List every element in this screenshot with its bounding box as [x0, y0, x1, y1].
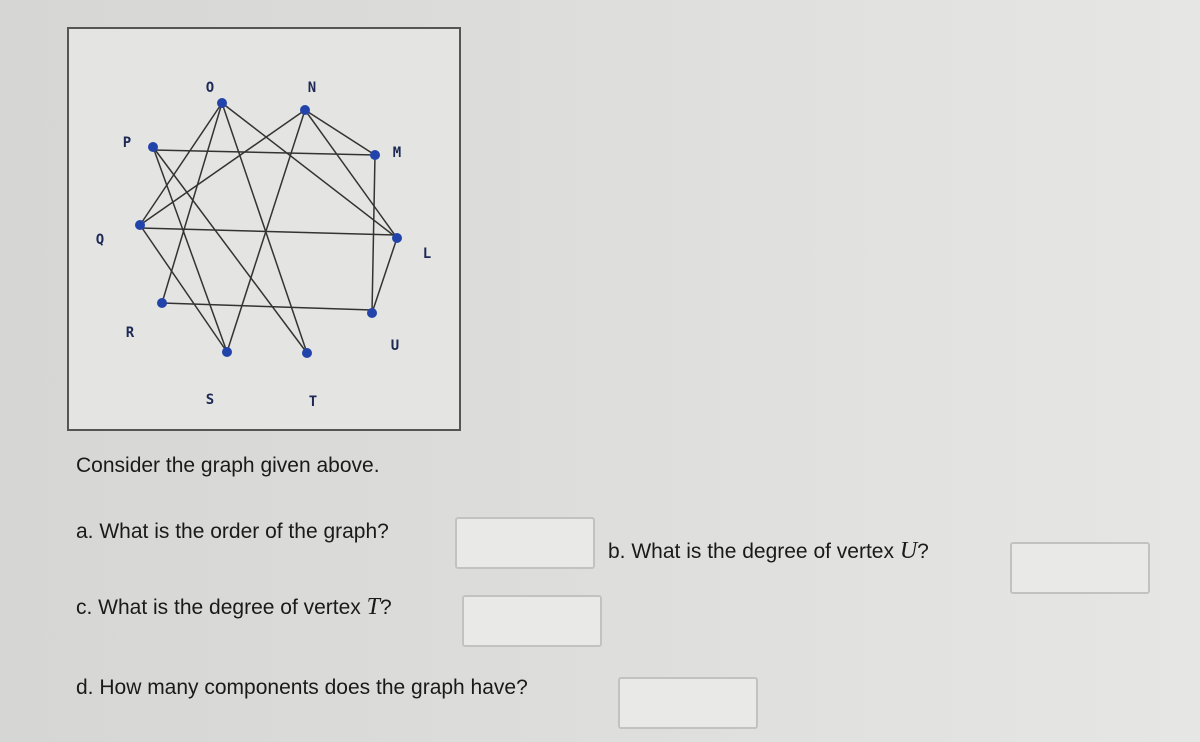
vertex-label: N — [308, 80, 316, 96]
vertex-label: P — [123, 135, 131, 151]
answer-input[interactable] — [455, 517, 595, 569]
vertex-label: M — [393, 145, 401, 161]
answer-input[interactable] — [618, 677, 758, 729]
question-suffix: ? — [917, 540, 929, 563]
answer-input[interactable] — [1010, 542, 1150, 594]
vertex-label: R — [126, 325, 135, 341]
edges — [139, 102, 398, 354]
vertex-label: L — [423, 246, 431, 262]
vertex-variable: T — [366, 594, 381, 620]
question: c. What is the degree of vertex T? — [76, 594, 392, 621]
vertex-label: U — [391, 338, 399, 354]
intro-text: Consider the graph given above. — [76, 454, 380, 477]
question-text: d. How many components does the graph ha… — [76, 676, 528, 699]
vertex-label: Q — [96, 232, 104, 248]
question-suffix: ? — [380, 596, 392, 619]
vertex-dots — [135, 98, 402, 358]
vertex-label: O — [206, 80, 214, 96]
answer-input[interactable] — [462, 595, 602, 647]
question-text: a. What is the order of the graph? — [76, 520, 389, 543]
question-text: c. What is the degree of vertex — [76, 596, 361, 619]
graph-frame — [67, 27, 461, 431]
vertex-label: S — [206, 392, 214, 408]
question: b. What is the degree of vertex U? — [608, 538, 929, 565]
vertex-variable: U — [899, 538, 918, 564]
vertex-label: T — [309, 394, 317, 410]
question-text: b. What is the degree of vertex — [608, 540, 894, 563]
